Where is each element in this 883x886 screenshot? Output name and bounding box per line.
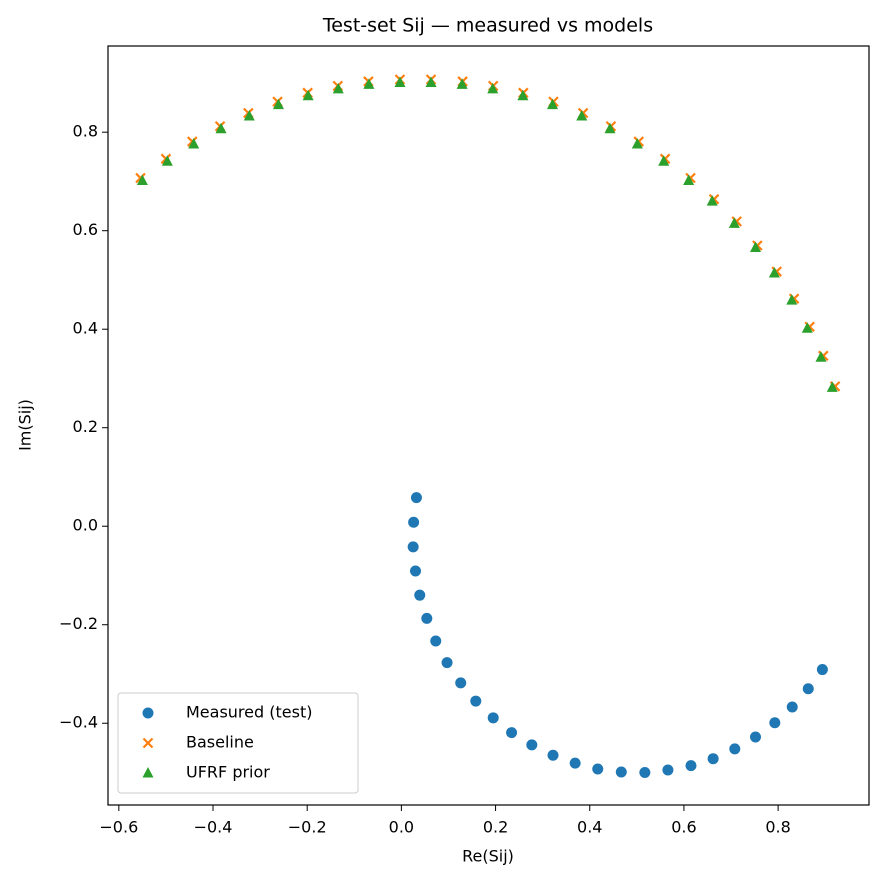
point <box>826 381 838 392</box>
point <box>215 122 227 134</box>
point <box>706 195 718 206</box>
legend-label: Measured (test) <box>186 703 312 722</box>
legend-label: UFRF prior <box>186 763 270 782</box>
point <box>430 635 442 647</box>
point <box>631 138 643 149</box>
point <box>332 82 344 94</box>
legend-marker <box>142 737 154 749</box>
point <box>161 155 173 166</box>
point <box>441 657 453 669</box>
point <box>408 516 420 528</box>
x-tick-label: −0.4 <box>194 818 233 837</box>
y-tick-label: 0.8 <box>73 122 98 141</box>
point <box>455 677 467 689</box>
x-axis-label: Re(Sij) <box>462 847 514 866</box>
point <box>786 294 798 305</box>
point <box>410 492 422 504</box>
y-tick-label: 0.0 <box>73 516 98 535</box>
legend-box <box>117 692 359 794</box>
x-tick-label: 0.2 <box>483 818 508 837</box>
point <box>272 98 284 110</box>
point <box>363 78 375 89</box>
legend-marker <box>142 767 154 778</box>
y-tick-label: 0.6 <box>73 220 98 239</box>
point <box>815 351 827 362</box>
x-tick-label: 0.6 <box>671 818 696 837</box>
point <box>685 760 697 772</box>
legend-marker <box>142 707 154 719</box>
point <box>592 763 604 775</box>
point <box>407 541 419 553</box>
point <box>615 766 627 778</box>
point <box>425 76 437 87</box>
point <box>729 743 741 755</box>
point <box>658 155 670 166</box>
point <box>243 109 255 121</box>
point <box>801 322 813 333</box>
x-tick-label: 0.0 <box>389 818 414 837</box>
point <box>802 683 814 695</box>
point <box>569 757 581 769</box>
point <box>188 138 200 149</box>
point <box>526 739 538 751</box>
point <box>421 612 433 624</box>
y-tick-label: −0.2 <box>59 614 98 633</box>
x-tick-label: 0.8 <box>765 818 790 837</box>
y-tick-label: −0.4 <box>59 713 98 732</box>
y-axis-label: Im(Sij) <box>16 399 35 451</box>
point <box>768 267 780 278</box>
point <box>576 109 588 121</box>
point <box>547 749 559 761</box>
point <box>728 217 740 228</box>
plot-frame <box>107 45 870 806</box>
x-tick-label: −0.6 <box>99 818 138 837</box>
point <box>662 764 674 776</box>
point <box>487 82 499 94</box>
point <box>456 78 468 89</box>
point <box>302 89 314 101</box>
legend-label: Baseline <box>186 733 254 752</box>
point <box>517 89 529 101</box>
point <box>816 664 828 676</box>
point <box>750 731 762 743</box>
y-tick-label: 0.4 <box>73 319 98 338</box>
point <box>683 174 695 185</box>
point <box>750 241 762 252</box>
point <box>394 76 406 87</box>
point <box>470 695 482 707</box>
point <box>707 753 719 765</box>
point <box>769 717 781 729</box>
x-tick-label: 0.4 <box>577 818 602 837</box>
y-tick-label: 0.2 <box>73 417 98 436</box>
x-tick-label: −0.2 <box>288 818 327 837</box>
point <box>639 766 651 778</box>
point <box>547 98 559 110</box>
point <box>506 727 518 739</box>
point <box>786 701 798 713</box>
chart-title: Test-set Sij — measured vs models <box>322 15 653 37</box>
point <box>414 589 426 601</box>
point <box>487 712 499 724</box>
point <box>410 565 422 577</box>
point <box>604 122 616 134</box>
point <box>136 174 148 185</box>
